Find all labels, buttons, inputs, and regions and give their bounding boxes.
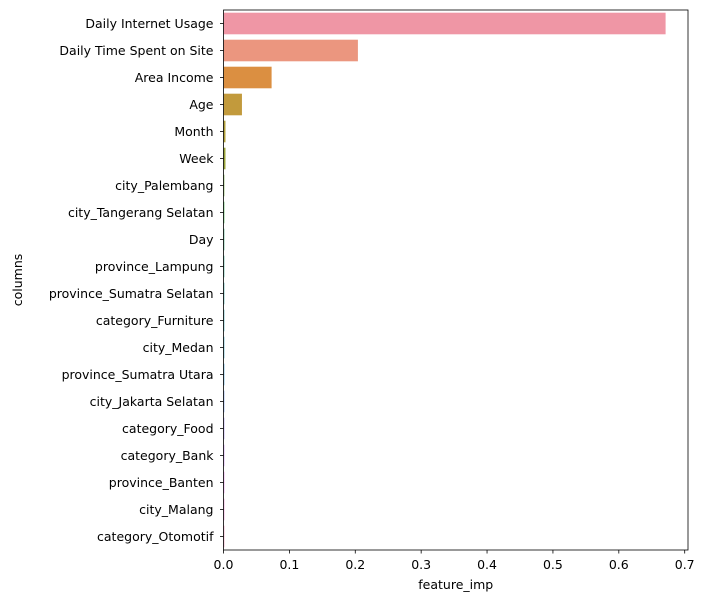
x-tick-label: 0.6 xyxy=(609,557,629,572)
y-tick-label: city_Medan xyxy=(143,340,214,355)
bar-age xyxy=(223,93,242,116)
x-axis-label: feature_imp xyxy=(418,577,493,592)
y-tick-label: Day xyxy=(189,232,214,247)
y-tick-group: Daily Internet Usage Daily Time Spent on … xyxy=(49,16,224,544)
y-tick-label: category_Otomotif xyxy=(97,529,214,544)
y-tick-label: city_Malang xyxy=(139,502,213,517)
y-tick-label: province_Banten xyxy=(109,475,214,490)
x-tick-label: 0.3 xyxy=(411,557,431,572)
x-tick-label: 0.2 xyxy=(345,557,365,572)
y-tick-label: Area Income xyxy=(135,70,214,85)
y-tick-label: province_Sumatra Utara xyxy=(62,367,214,382)
y-tick-label: Age xyxy=(189,97,213,112)
bar-week xyxy=(223,147,226,170)
y-tick-label: city_Tangerang Selatan xyxy=(68,205,214,220)
x-tick-label: 0.1 xyxy=(279,557,299,572)
bar-daily-internet-usage xyxy=(223,12,666,35)
bars-group xyxy=(223,12,666,548)
y-tick-label: category_Furniture xyxy=(96,313,214,328)
x-tick-label: 0.5 xyxy=(543,557,563,572)
plot-frame xyxy=(223,9,689,551)
y-tick-label: category_Food xyxy=(122,421,213,436)
bar-month xyxy=(223,120,226,143)
y-tick-label: province_Sumatra Selatan xyxy=(49,286,214,301)
x-tick-label: 0.4 xyxy=(477,557,497,572)
y-tick-label: Daily Time Spent on Site xyxy=(59,43,213,58)
y-tick-label: category_Bank xyxy=(121,448,215,463)
y-tick-label: Week xyxy=(179,151,214,166)
y-tick-label: Daily Internet Usage xyxy=(85,16,213,31)
x-tick-label: 0.0 xyxy=(214,557,234,572)
x-tick-group: 0.0 0.1 0.2 0.3 0.4 0.5 0.6 0.7 xyxy=(214,550,695,572)
x-tick-label: 0.7 xyxy=(675,557,695,572)
bar-daily-time-spent-on-site xyxy=(223,39,358,62)
y-axis-label: columns xyxy=(10,254,25,307)
y-tick-label: Month xyxy=(174,124,213,139)
y-tick-label: city_Jakarta Selatan xyxy=(90,394,214,409)
y-tick-label: city_Palembang xyxy=(115,178,213,193)
y-tick-label: province_Lampung xyxy=(95,259,214,274)
bar-area-income xyxy=(223,66,272,89)
